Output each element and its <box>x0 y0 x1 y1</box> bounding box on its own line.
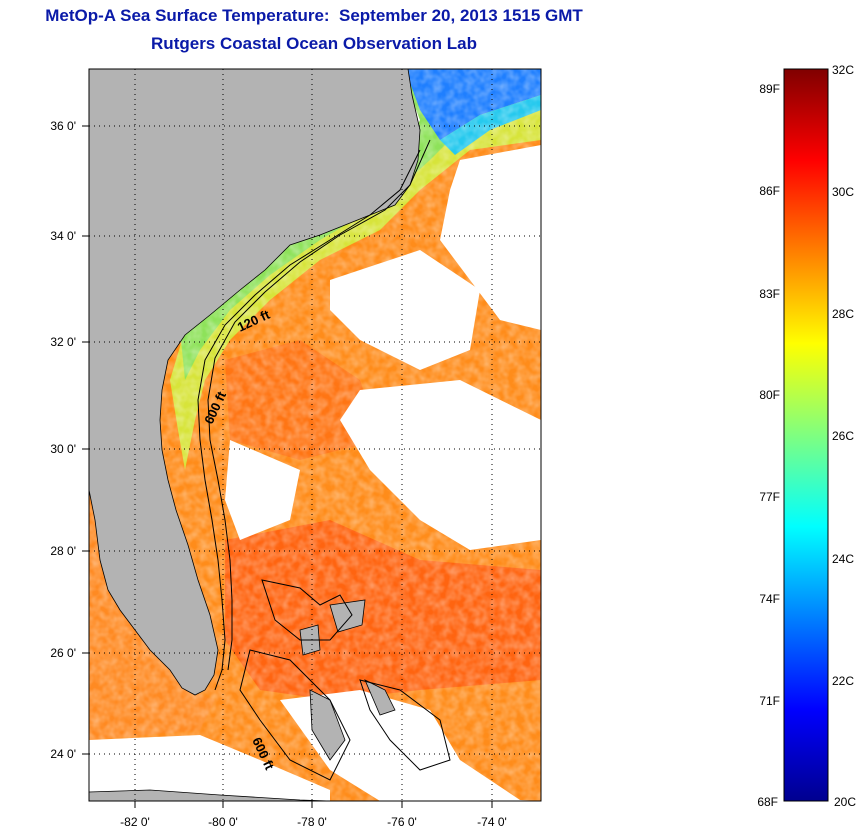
sst-map: 120 ft 600 ft 600 ft <box>89 69 541 801</box>
lat-label-36: 36 0' <box>50 119 76 133</box>
lat-label-28: 28 0' <box>50 544 76 558</box>
lon-label-80: -80 0' <box>208 815 238 829</box>
map-frame <box>88 68 542 802</box>
map-ticks <box>82 125 493 808</box>
lon-label-78: -78 0' <box>297 815 327 829</box>
colorbar-f-89: 89F <box>759 82 780 96</box>
colorbar-c-20: 20C <box>834 795 856 809</box>
colorbar-c-26: 26C <box>832 429 854 443</box>
colorbar-c-30: 30C <box>832 185 854 199</box>
lat-label-30: 30 0' <box>50 442 76 456</box>
lat-label-26: 26 0' <box>50 646 76 660</box>
colorbar-c-22: 22C <box>832 674 854 688</box>
colorbar-f-77: 77F <box>759 490 780 504</box>
lon-label-82: -82 0' <box>120 815 150 829</box>
bahamas-islands <box>299 599 396 761</box>
colorbar-c-24: 24C <box>832 552 854 566</box>
lat-label-32: 32 0' <box>50 335 76 349</box>
temperature-colorbar: 89F 86F 83F 80F 77F 74F 71F 68F 32C 30C … <box>757 63 856 809</box>
colorbar-f-74: 74F <box>759 592 780 606</box>
cuba-land <box>89 789 331 801</box>
map-subtitle: Rutgers Coastal Ocean Observation Lab <box>151 34 477 53</box>
colorbar-f-80: 80F <box>759 388 780 402</box>
isobath-contours <box>197 139 451 781</box>
lon-label-74: -74 0' <box>477 815 507 829</box>
colorbar-f-68: 68F <box>757 795 778 809</box>
colorbar-f-71: 71F <box>759 694 780 708</box>
map-title: MetOp-A Sea Surface Temperature: Septemb… <box>45 6 583 25</box>
lon-label-76: -76 0' <box>387 815 417 829</box>
graticule <box>89 69 541 801</box>
colorbar-c-28: 28C <box>832 307 854 321</box>
colorbar-c-32: 32C <box>832 63 854 77</box>
colorbar-gradient <box>783 68 829 802</box>
colorbar-f-83: 83F <box>759 287 780 301</box>
lat-label-24: 24 0' <box>50 747 76 761</box>
lat-label-34: 34 0' <box>50 229 76 243</box>
colorbar-f-86: 86F <box>759 184 780 198</box>
us-land <box>89 69 421 696</box>
